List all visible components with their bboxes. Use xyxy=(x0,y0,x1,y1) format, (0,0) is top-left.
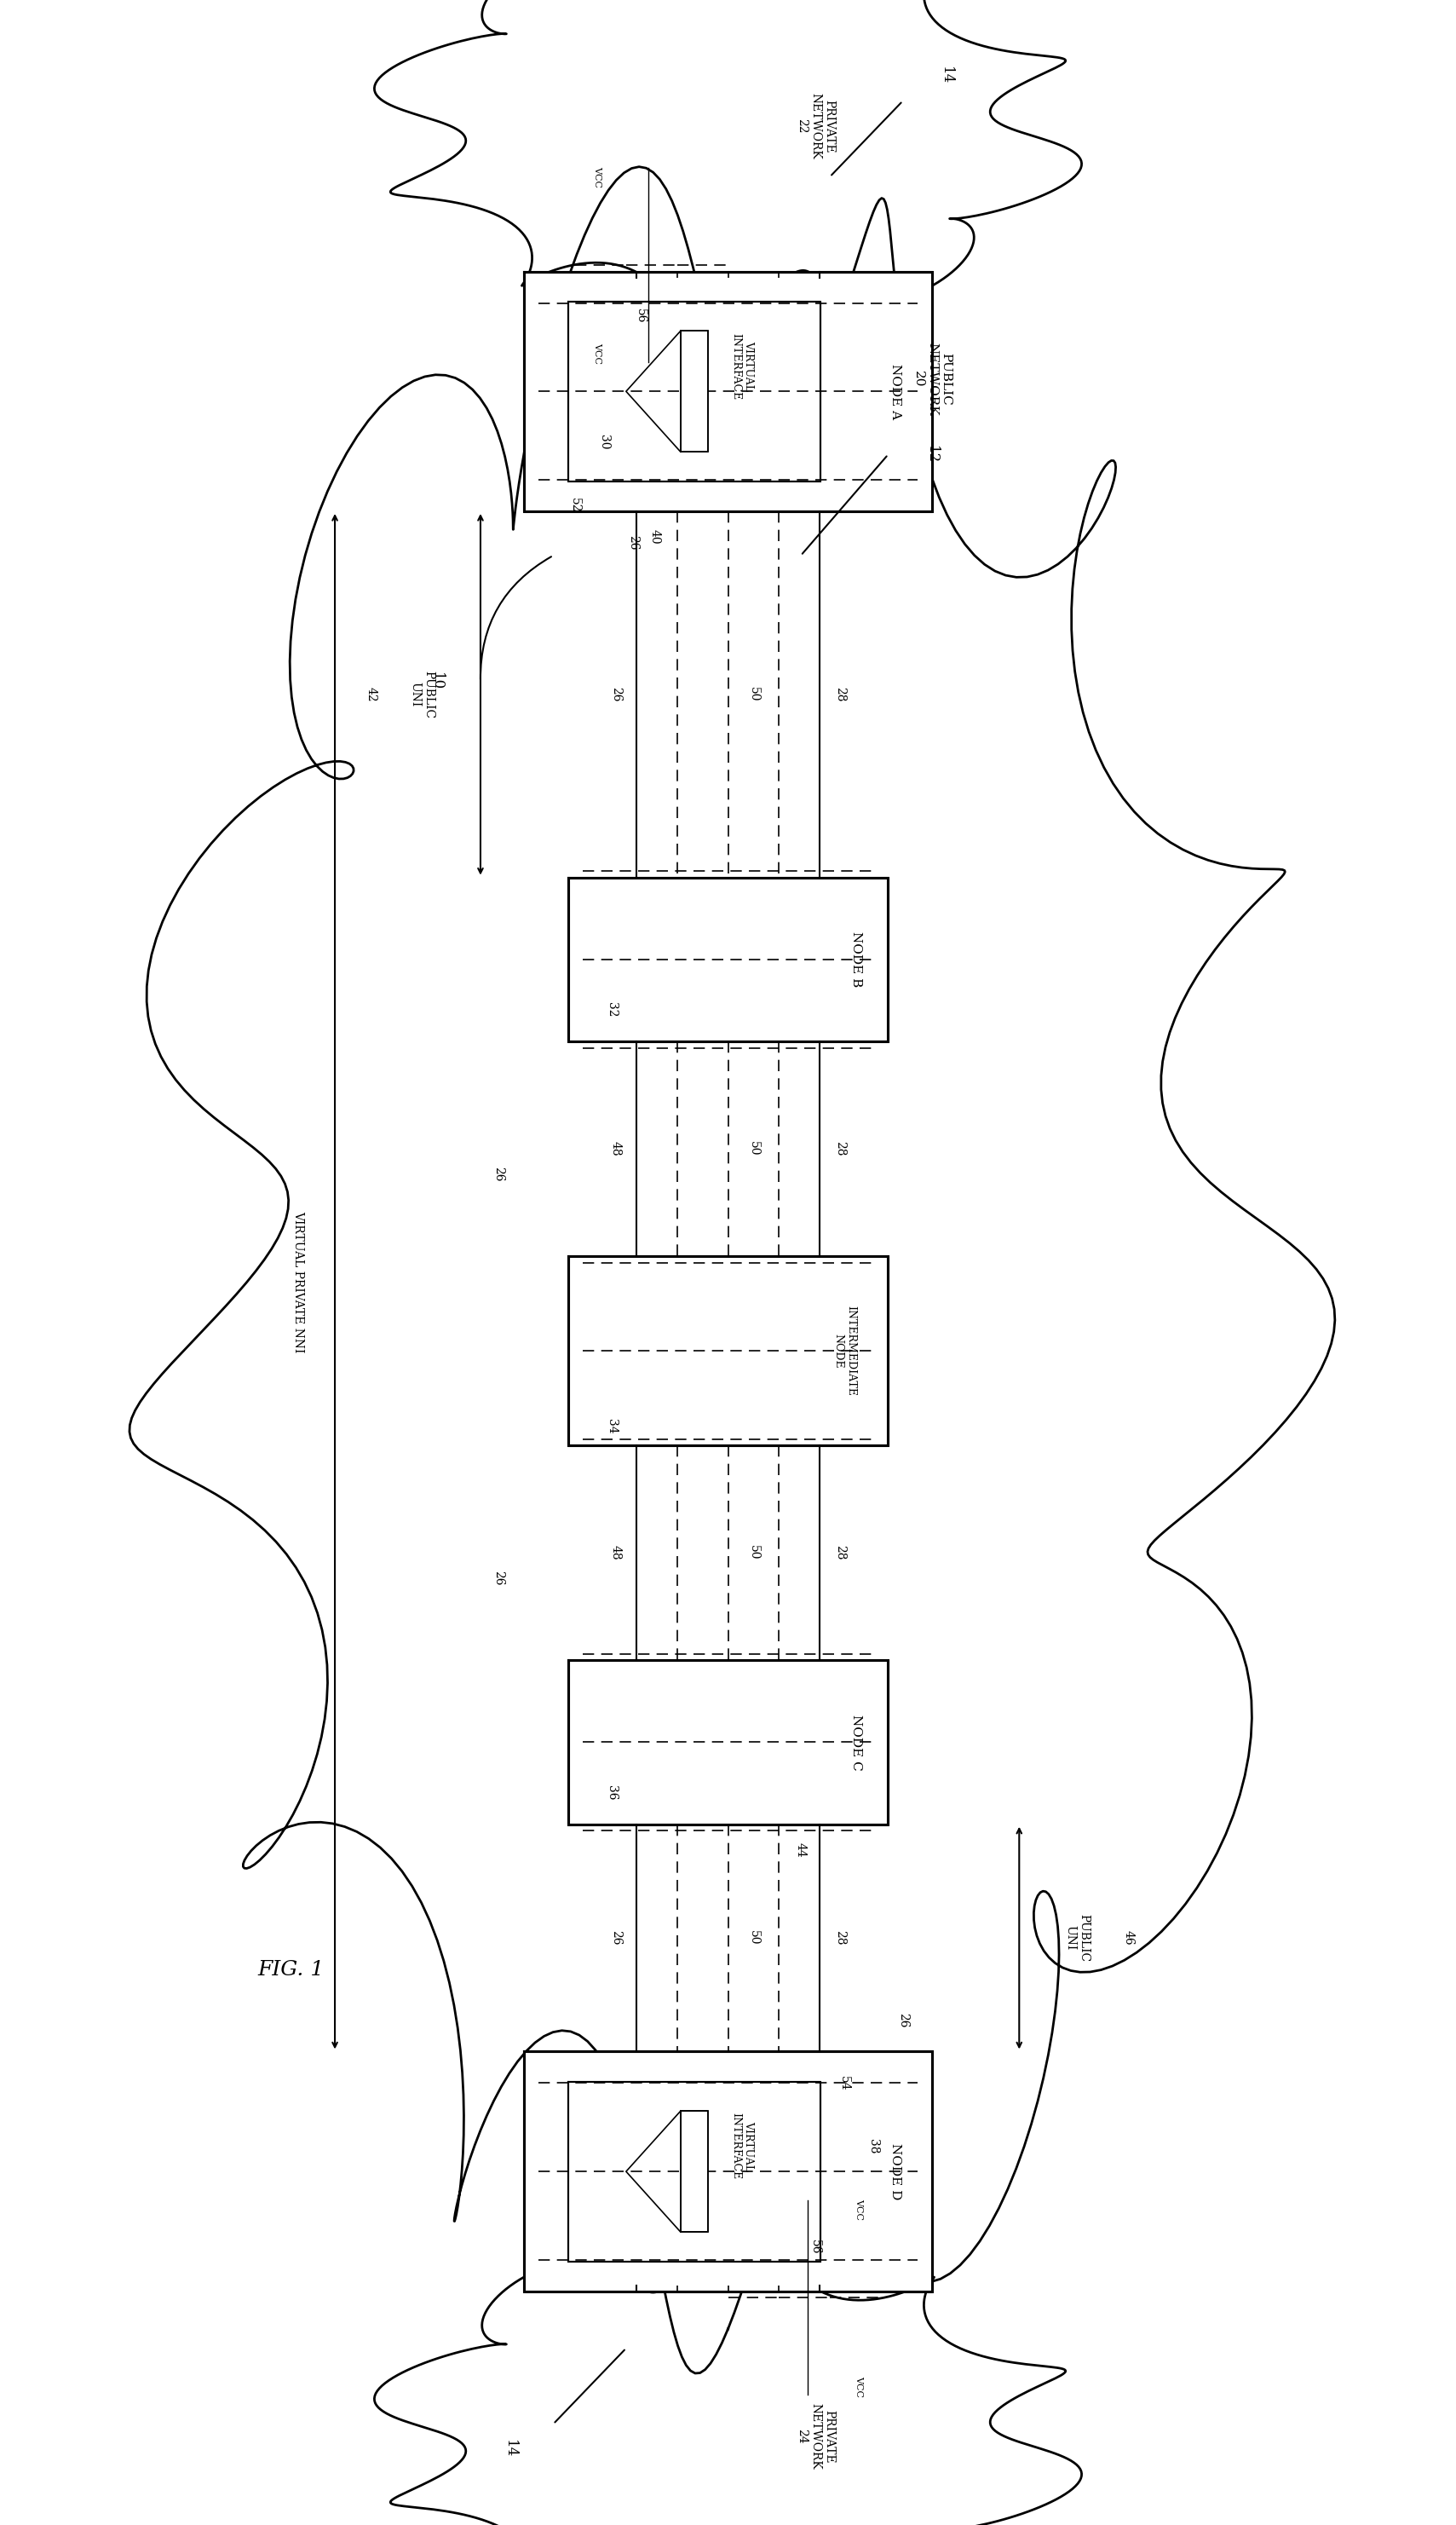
Polygon shape xyxy=(524,270,932,510)
Polygon shape xyxy=(568,879,888,1043)
Text: 14: 14 xyxy=(502,2439,517,2459)
Text: 54: 54 xyxy=(839,2076,850,2091)
Text: 48: 48 xyxy=(610,1545,622,1560)
Text: NODE A: NODE A xyxy=(890,364,901,419)
Text: 26: 26 xyxy=(492,1571,505,1586)
Text: VIRTUAL
INTERFACE: VIRTUAL INTERFACE xyxy=(731,333,754,399)
Text: 56: 56 xyxy=(635,308,646,323)
Text: 46: 46 xyxy=(1123,1932,1134,1944)
Text: VCC: VCC xyxy=(593,167,601,187)
Text: 44: 44 xyxy=(795,1843,807,1856)
Text: VCC: VCC xyxy=(593,343,601,364)
Text: 32: 32 xyxy=(606,1002,617,1018)
Text: INTERMEDIATE
NODE: INTERMEDIATE NODE xyxy=(833,1305,856,1396)
Text: PUBLIC
NETWORK
20: PUBLIC NETWORK 20 xyxy=(911,343,952,414)
Text: 26: 26 xyxy=(897,2012,909,2028)
Text: 26: 26 xyxy=(610,1932,622,1944)
Text: PUBLIC
UNI: PUBLIC UNI xyxy=(1064,1914,1091,1962)
Text: 38: 38 xyxy=(868,2139,879,2154)
Text: 56: 56 xyxy=(810,2240,821,2255)
Text: 14: 14 xyxy=(939,66,954,86)
Polygon shape xyxy=(568,2081,821,2262)
Polygon shape xyxy=(568,1661,888,1823)
Text: PUBLIC
UNI: PUBLIC UNI xyxy=(409,672,435,717)
Text: NODE B: NODE B xyxy=(850,932,862,987)
Text: 40: 40 xyxy=(649,530,661,543)
Text: VCC: VCC xyxy=(855,2199,863,2219)
Text: 50: 50 xyxy=(747,1141,760,1156)
Text: 52: 52 xyxy=(569,497,581,513)
Text: 34: 34 xyxy=(606,1419,617,1434)
Text: 28: 28 xyxy=(834,1141,846,1156)
Text: FIG. 1: FIG. 1 xyxy=(258,1959,325,1980)
Text: 28: 28 xyxy=(834,687,846,702)
Text: 50: 50 xyxy=(747,1545,760,1560)
Text: 28: 28 xyxy=(834,1545,846,1560)
Text: VIRTUAL PRIVATE NNI: VIRTUAL PRIVATE NNI xyxy=(293,1209,304,1353)
Text: 48: 48 xyxy=(610,1141,622,1156)
Text: VIRTUAL
INTERFACE: VIRTUAL INTERFACE xyxy=(731,2113,754,2179)
Text: 42: 42 xyxy=(365,687,377,702)
Text: 26: 26 xyxy=(492,1167,505,1182)
Polygon shape xyxy=(524,2050,932,2293)
Text: PRIVATE
NETWORK
22: PRIVATE NETWORK 22 xyxy=(795,93,836,159)
Text: 50: 50 xyxy=(747,687,760,702)
Text: VCC: VCC xyxy=(855,2376,863,2396)
Text: 30: 30 xyxy=(598,434,610,449)
Text: NODE C: NODE C xyxy=(850,1714,862,1770)
Text: 12: 12 xyxy=(925,444,939,465)
Text: 28: 28 xyxy=(834,1932,846,1944)
Text: NODE D: NODE D xyxy=(890,2144,901,2199)
Polygon shape xyxy=(680,331,708,452)
Text: 26: 26 xyxy=(628,535,639,550)
Text: PRIVATE
NETWORK
24: PRIVATE NETWORK 24 xyxy=(795,2404,836,2469)
Polygon shape xyxy=(568,1257,888,1444)
Text: 50: 50 xyxy=(747,1932,760,1944)
Text: 36: 36 xyxy=(606,1785,617,1800)
Polygon shape xyxy=(568,300,821,482)
Text: 10: 10 xyxy=(430,672,444,692)
Polygon shape xyxy=(680,2111,708,2232)
Text: 26: 26 xyxy=(610,687,622,702)
